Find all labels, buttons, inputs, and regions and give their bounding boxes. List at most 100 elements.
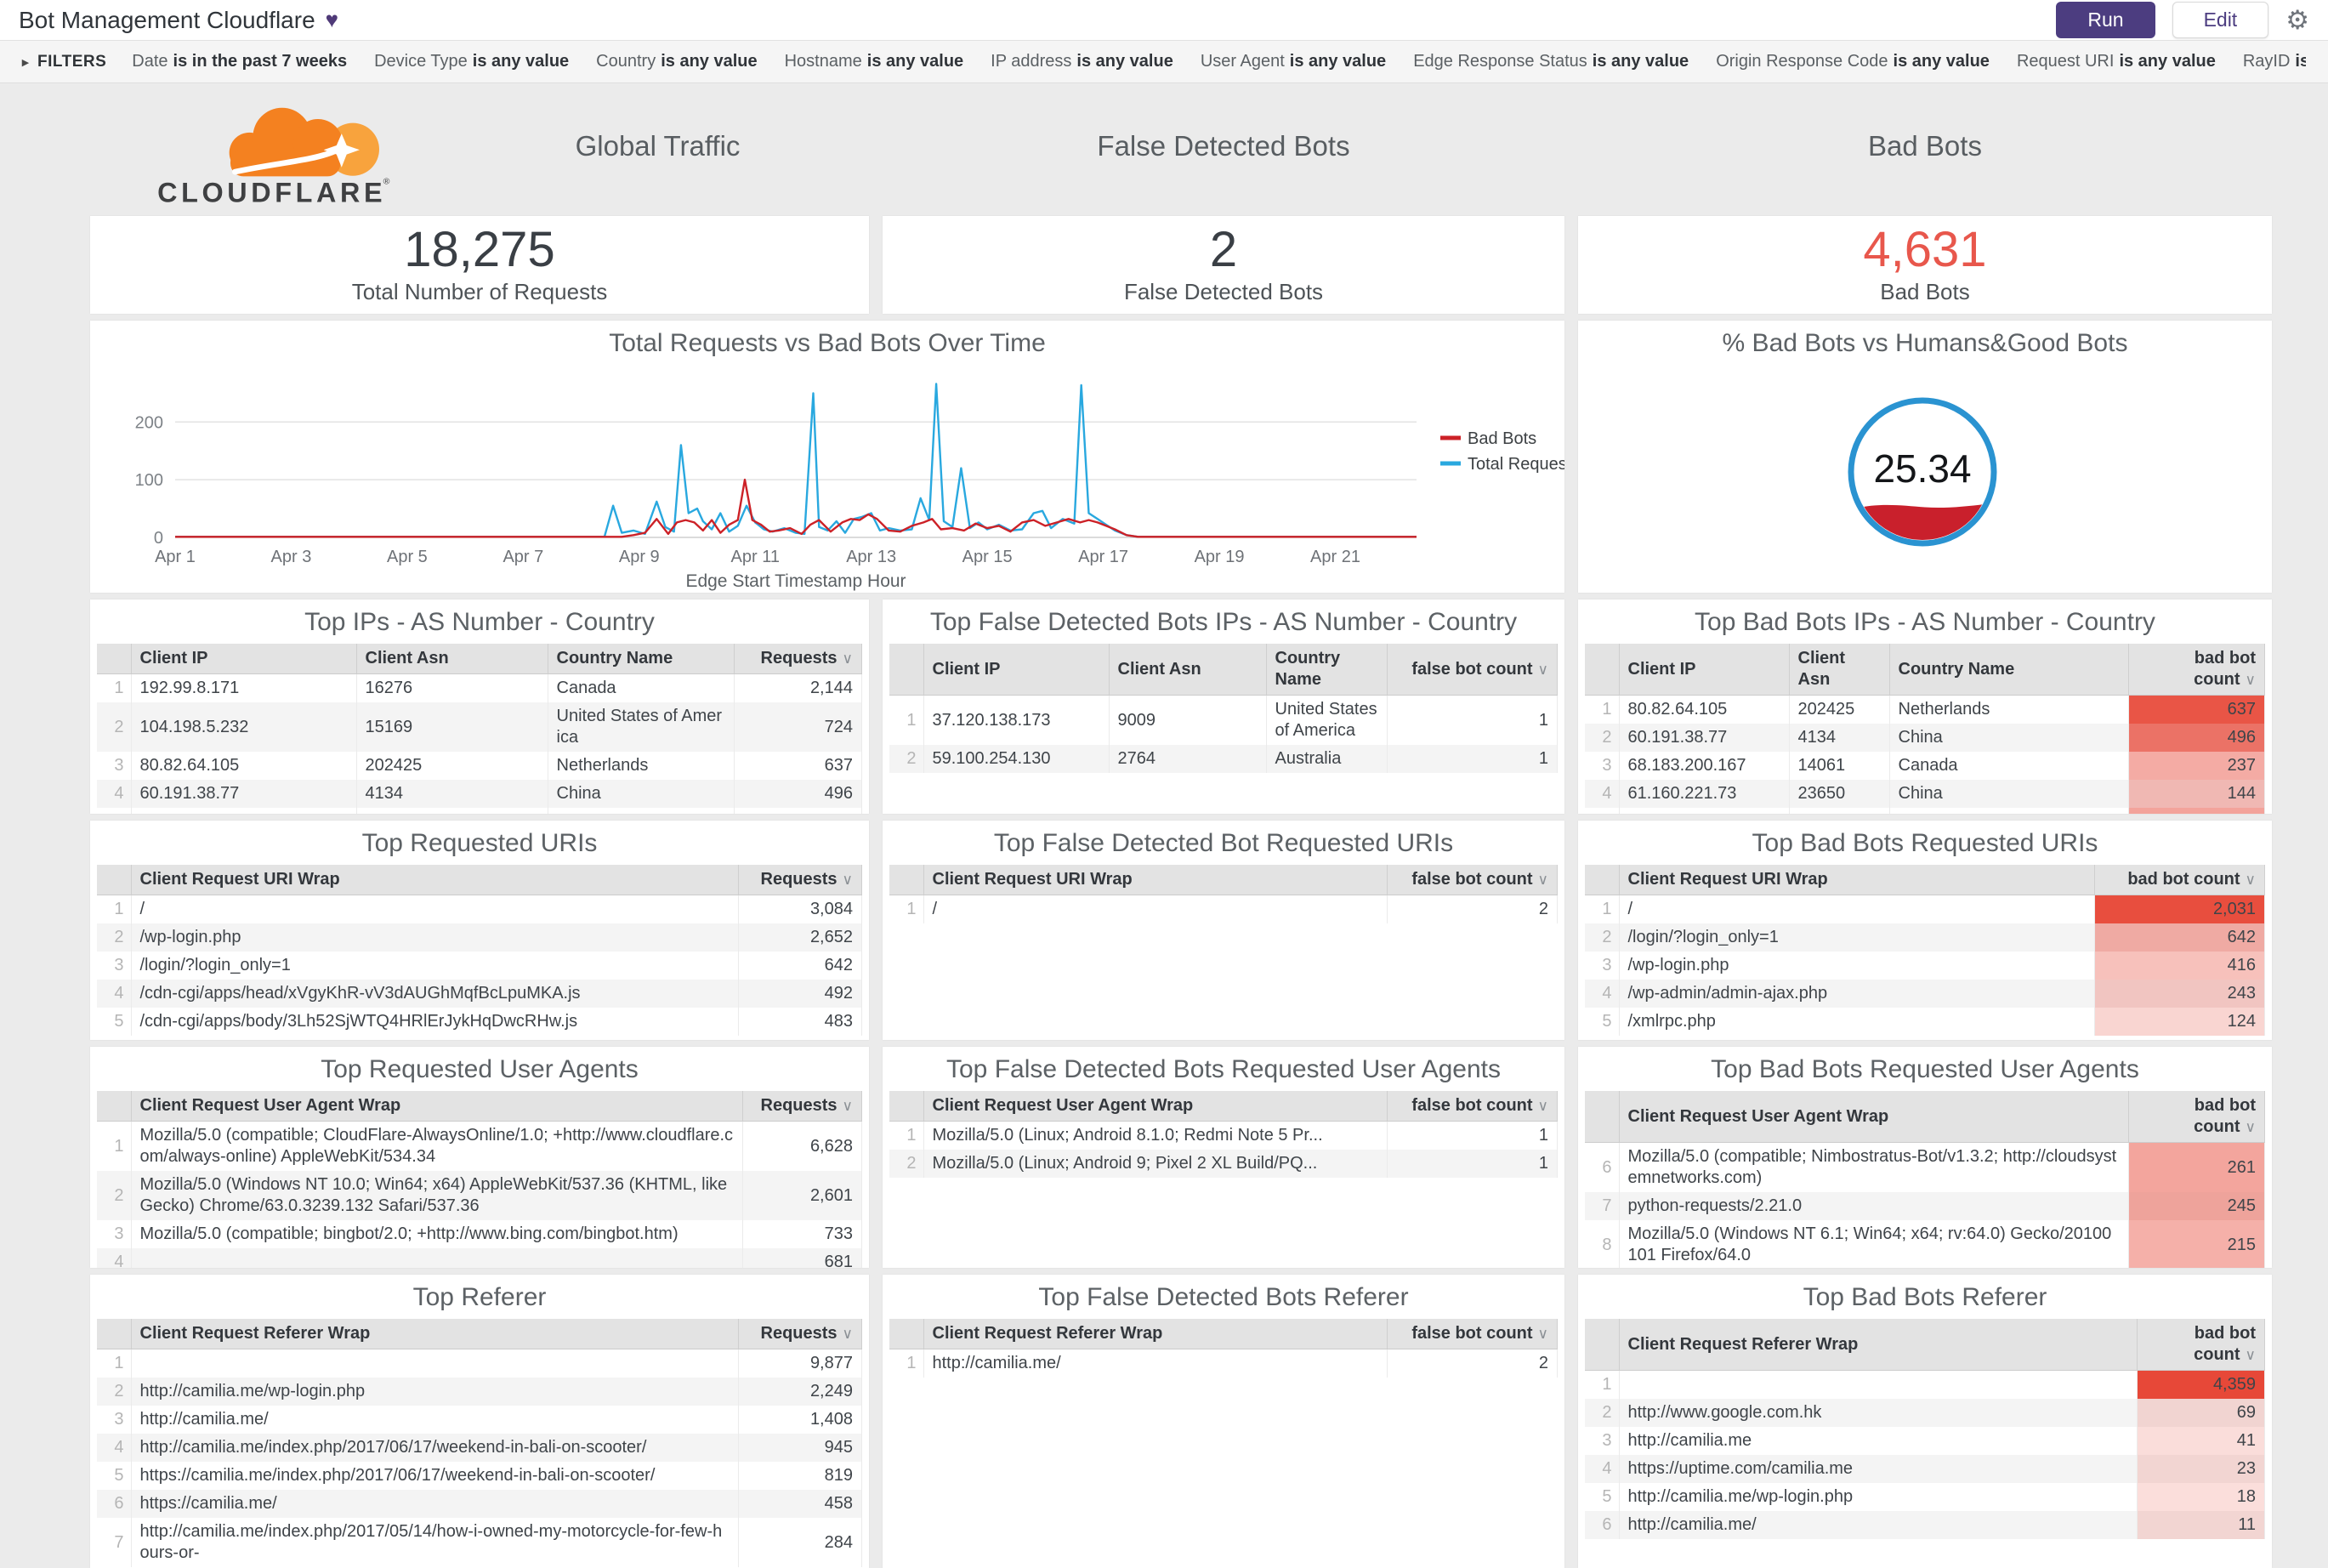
- x-tick-label: Apr 11: [731, 548, 780, 566]
- row-number: 2: [1585, 923, 1620, 952]
- column-header[interactable]: bad bot count ∨: [2128, 1091, 2265, 1143]
- column-header[interactable]: Client Request User Agent Wrap: [923, 1091, 1388, 1122]
- filter-chip-country[interactable]: Country is any value: [596, 52, 758, 71]
- filter-chip-hostname[interactable]: Hostname is any value: [784, 52, 964, 71]
- table-cell: http://camilia.me/index.php/2017/05/14/h…: [131, 1518, 739, 1567]
- column-header[interactable]: bad bot count ∨: [2137, 1319, 2265, 1371]
- x-tick-label: Apr 5: [387, 548, 428, 566]
- filter-chip-ip-address[interactable]: IP address is any value: [991, 52, 1173, 71]
- table-row: 1/3,084: [97, 895, 862, 923]
- table-row: 1 Mozilla/5.0 (compatible; CloudFlare-Alw…: [97, 1121, 862, 1171]
- column-header[interactable]: Client IP: [1619, 644, 1790, 696]
- table-row: 1 192.99.8.171 16276 Canada 2,144: [97, 673, 862, 702]
- table-cell: [131, 1248, 743, 1268]
- row-number: 4: [97, 1248, 132, 1268]
- row-number: 3: [1585, 752, 1620, 780]
- table-cell: Australia: [1266, 745, 1388, 773]
- table-row: 1 4,359: [1585, 1370, 2265, 1399]
- row-number: 5: [97, 1462, 132, 1490]
- table-row: 1/2: [889, 895, 1558, 923]
- kpi-total-requests: 18,275 Total Number of Requests: [90, 216, 869, 314]
- column-header[interactable]: Requests ∨: [738, 865, 862, 895]
- table-cell: Mozilla/5.0 (Linux; Android 9; Pixel 2 X…: [923, 1150, 1388, 1178]
- column-header[interactable]: Client Request User Agent Wrap: [131, 1091, 743, 1122]
- table-cell: http://camilia.me/: [131, 1406, 739, 1434]
- column-header[interactable]: Client IP: [923, 644, 1110, 696]
- column-header[interactable]: false bot count ∨: [1387, 1091, 1558, 1122]
- sort-chevron-icon: ∨: [842, 1326, 853, 1342]
- table-row: 1 37.120.138.173 9009 United States of Amer…: [889, 695, 1558, 745]
- panel-title: Top False Detected Bots Requested User A…: [945, 1055, 1502, 1083]
- row-number: 5: [97, 808, 132, 814]
- data-table: Client Request URI Wrap bad bot count ∨ 1/2…: [1585, 865, 2265, 1036]
- filter-chip-rayid[interactable]: RayIDis any value: [2242, 52, 2306, 71]
- column-header[interactable]: Client Asn: [1109, 644, 1267, 696]
- row-number: 2: [1585, 724, 1620, 752]
- topbar-actions: Run Edit ⚙: [2056, 2, 2309, 38]
- table-cell: /cdn-cgi/apps/body/3Lh52SjWTQ4HRlErJykHq…: [131, 1008, 739, 1036]
- filter-chip-request-uri[interactable]: Request URI is any value: [2016, 52, 2216, 71]
- row-number: 4: [1585, 980, 1620, 1008]
- column-header[interactable]: false bot count ∨: [1387, 644, 1558, 696]
- column-header[interactable]: Client IP: [131, 644, 357, 674]
- column-header[interactable]: Client Request Referer Wrap: [131, 1319, 739, 1349]
- filter-chip-user-agent[interactable]: User Agent is any value: [1200, 52, 1387, 71]
- edit-button[interactable]: Edit: [2172, 2, 2269, 38]
- table-row: 2 104.198.5.232 15169 United States of Amer…: [97, 702, 862, 752]
- table-row: 3 80.82.64.105 202425 Netherlands 637: [97, 752, 862, 780]
- table-row: 5 http://camilia.me/wp-login.php 18: [1585, 1483, 2265, 1511]
- column-header[interactable]: Client Request User Agent Wrap: [1619, 1091, 2129, 1143]
- settings-gear-icon[interactable]: ⚙: [2285, 4, 2309, 35]
- panel-badbots-gauge: % Bad Bots vs Humans&Good Bots 25.34: [1578, 321, 2272, 593]
- column-header[interactable]: bad bot count ∨: [2128, 644, 2265, 696]
- row-number: 7: [97, 1518, 132, 1567]
- table-cell: 416: [2094, 952, 2265, 980]
- legend-item[interactable]: Bad Bots: [1468, 429, 1536, 448]
- table-row: 1 Mozilla/5.0 (Linux; Android 8.1.0; Redm…: [889, 1121, 1558, 1150]
- column-header[interactable]: Client Request URI Wrap: [923, 865, 1388, 895]
- filters-toggle[interactable]: ▸ FILTERS: [22, 53, 106, 71]
- column-header[interactable]: Country Name: [548, 644, 735, 674]
- table-cell: 104.198.5.232: [131, 702, 357, 752]
- data-table: Client Request URI Wrap false bot count ∨ 1…: [889, 865, 1558, 923]
- column-header[interactable]: Client Request URI Wrap: [1619, 865, 2095, 895]
- gauge-value: 25.34: [1873, 446, 1971, 491]
- row-number-header: [1585, 865, 1620, 895]
- column-header[interactable]: Client Request URI Wrap: [131, 865, 739, 895]
- table-cell: 80.82.64.105: [1619, 695, 1790, 724]
- column-header[interactable]: Requests ∨: [742, 1091, 862, 1122]
- column-header[interactable]: Client Asn: [356, 644, 548, 674]
- column-header[interactable]: Requests ∨: [734, 644, 862, 674]
- table-cell: 202425: [1789, 695, 1890, 724]
- column-header[interactable]: bad bot count ∨: [2094, 865, 2265, 895]
- legend-item[interactable]: Total Requests: [1468, 455, 1564, 474]
- table-cell: 724: [734, 702, 862, 752]
- column-header[interactable]: false bot count ∨: [1387, 1319, 1558, 1349]
- row-number: 1: [889, 1349, 924, 1378]
- panel-bad-bot-referer: Top Bad Bots Referer Client Request Refe…: [1578, 1275, 2272, 1568]
- table-cell: 11: [2137, 1511, 2265, 1539]
- row-number: 1: [97, 1121, 132, 1171]
- column-header[interactable]: Client Request Referer Wrap: [1619, 1319, 2138, 1371]
- filter-chip-date[interactable]: Date is in the past 7 weeks: [132, 52, 348, 71]
- column-header[interactable]: Client Request Referer Wrap: [923, 1319, 1388, 1349]
- column-header[interactable]: Country Name: [1889, 644, 2129, 696]
- sort-chevron-icon: ∨: [2245, 672, 2256, 688]
- row-number: 4: [1585, 780, 1620, 808]
- column-header[interactable]: Client Asn: [1789, 644, 1890, 696]
- row-number-header: [1585, 644, 1620, 696]
- column-header[interactable]: false bot count ∨: [1387, 865, 1558, 895]
- table-cell: 6,628: [742, 1121, 862, 1171]
- x-tick-label: Apr 13: [846, 548, 896, 566]
- filter-chip-origin-response-code[interactable]: Origin Response Code is any value: [1716, 52, 1990, 71]
- filter-chip-device-type[interactable]: Device Type is any value: [374, 52, 570, 71]
- filter-chip-edge-response-status[interactable]: Edge Response Status is any value: [1413, 52, 1689, 71]
- table-cell: 61.160.221.73: [1619, 780, 1790, 808]
- gauge-title: % Bad Bots vs Humans&Good Bots: [1722, 329, 2128, 357]
- column-header[interactable]: Country Name: [1266, 644, 1388, 696]
- table-cell: 14061: [1789, 752, 1890, 780]
- table-cell: Netherlands: [1889, 695, 2129, 724]
- ips-band: Top IPs - AS Number - Country Client IP C…: [90, 599, 2328, 814]
- run-button[interactable]: Run: [2056, 2, 2155, 38]
- column-header[interactable]: Requests ∨: [738, 1319, 862, 1349]
